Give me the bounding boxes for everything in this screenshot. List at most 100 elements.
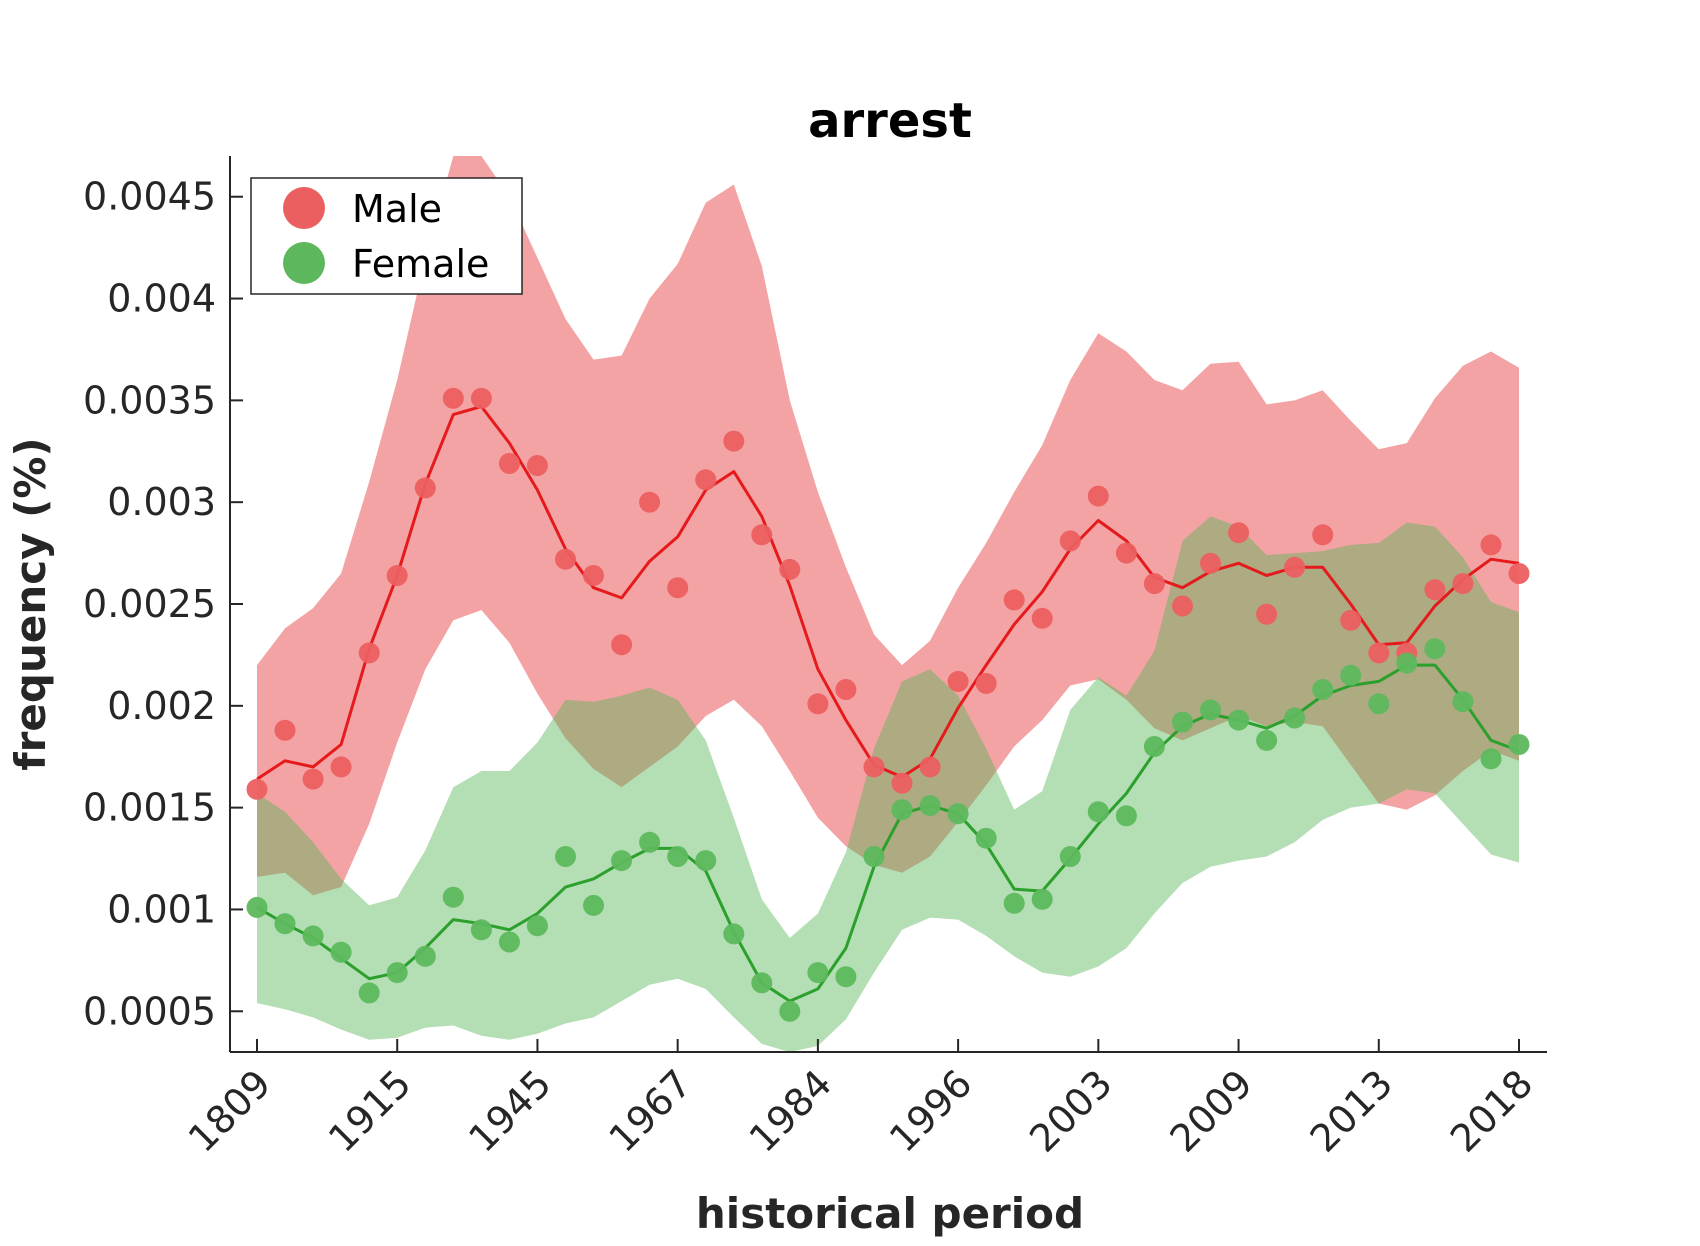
female-data-point [807, 962, 829, 984]
y-tick-label: 0.004 [107, 277, 216, 321]
female-data-point [975, 827, 997, 849]
male-data-point [695, 469, 717, 491]
male-data-point [1143, 573, 1165, 595]
y-tick-label: 0.003 [107, 480, 216, 524]
male-data-point [526, 455, 548, 476]
y-tick-label: 0.0045 [83, 175, 216, 219]
male-data-point [274, 719, 296, 741]
legend-male-marker [283, 187, 325, 229]
legend-female-marker [283, 242, 325, 284]
female-data-point [555, 846, 576, 867]
female-confidence-band [257, 516, 1519, 1052]
female-data-point [751, 972, 773, 994]
male-data-point [947, 670, 969, 692]
female-data-point [1368, 693, 1390, 715]
male-data-point [1003, 589, 1025, 611]
y-tick-label: 0.001 [107, 887, 216, 931]
male-data-point [779, 558, 801, 580]
male-data-point [1031, 607, 1053, 629]
female-data-point [919, 795, 941, 817]
female-data-point [246, 896, 268, 918]
female-data-point [1059, 846, 1081, 867]
y-ticks: 0.0005 0.001 0.0015 0.002 0.0025 0.003 0.0035 0… [83, 175, 243, 1033]
female-data-point [611, 850, 633, 872]
y-tick-label: 0.0025 [83, 582, 216, 626]
male-data-point [302, 768, 324, 790]
chart-title: arrest [808, 93, 972, 149]
male-data-point [358, 642, 380, 664]
female-data-point [835, 966, 857, 988]
x-tick-label: 1996 [881, 1061, 981, 1161]
female-data-point [1143, 736, 1165, 757]
male-data-point [1172, 595, 1193, 617]
male-data-point [1228, 522, 1250, 544]
male-data-point [751, 524, 773, 546]
male-data-point [583, 565, 604, 586]
x-axis-label: historical period [696, 1189, 1084, 1238]
female-data-point [1508, 734, 1530, 755]
male-data-point [919, 756, 941, 778]
female-data-point [1228, 709, 1250, 731]
x-tick-label: 2003 [1021, 1061, 1121, 1161]
data-points [246, 387, 1530, 1022]
male-data-point [498, 453, 520, 474]
male-data-point [246, 778, 268, 800]
male-data-point [1508, 563, 1530, 584]
female-data-point [1087, 801, 1109, 823]
male-data-point [1312, 524, 1334, 546]
male-data-point [835, 679, 857, 700]
female-data-point [639, 831, 661, 853]
male-data-point [863, 756, 885, 778]
female-data-point [1396, 652, 1418, 674]
y-tick-label: 0.0005 [83, 989, 216, 1033]
female-data-point [779, 1000, 801, 1022]
x-tick-label: 2018 [1442, 1061, 1542, 1161]
female-data-point [470, 919, 492, 941]
female-data-point [1031, 888, 1053, 910]
y-tick-label: 0.002 [107, 684, 216, 728]
female-trend-line [256, 663, 1520, 1003]
female-data-point [330, 941, 352, 963]
male-data-point [891, 772, 913, 794]
male-data-point [1368, 642, 1390, 664]
x-tick-label: 1967 [601, 1061, 701, 1161]
female-data-point [723, 923, 745, 945]
female-data-point [358, 982, 380, 1004]
female-data-point [1424, 638, 1446, 660]
male-data-point [1115, 542, 1137, 564]
legend-female-label: Female [352, 242, 489, 286]
female-data-point [442, 886, 464, 908]
male-trend-line [256, 405, 1520, 781]
female-data-point [498, 931, 520, 953]
female-data-point [1003, 892, 1025, 914]
male-data-point [1087, 485, 1109, 507]
female-data-point [274, 913, 296, 935]
female-data-point [1312, 679, 1334, 700]
female-data-point [947, 803, 969, 825]
x-tick-label: 1809 [180, 1061, 280, 1161]
male-data-point [975, 672, 997, 694]
female-data-point [414, 945, 436, 967]
female-data-point [386, 962, 408, 984]
female-data-point [1200, 699, 1221, 721]
male-data-point [667, 577, 689, 599]
x-tick-label: 2013 [1302, 1061, 1402, 1161]
y-axis-label: frequency (%) [6, 437, 55, 770]
legend-male-label: Male [352, 187, 442, 231]
male-data-point [1059, 530, 1081, 552]
male-data-point [442, 387, 464, 409]
female-data-point [1340, 664, 1362, 686]
x-tick-label: 1915 [320, 1061, 420, 1161]
plot-area [246, 156, 1530, 1052]
male-data-point [723, 430, 745, 452]
y-tick-label: 0.0035 [83, 378, 216, 422]
female-data-point [1172, 711, 1193, 733]
male-data-point [470, 387, 492, 409]
x-ticks: 1809 1915 1945 1967 1984 1996 2003 2009 2013 2018 [180, 1039, 1542, 1161]
male-data-point [414, 477, 436, 499]
female-data-point [1480, 748, 1502, 770]
female-data-point [1284, 707, 1306, 729]
female-data-point [667, 846, 689, 867]
x-tick-label: 2009 [1161, 1061, 1261, 1161]
